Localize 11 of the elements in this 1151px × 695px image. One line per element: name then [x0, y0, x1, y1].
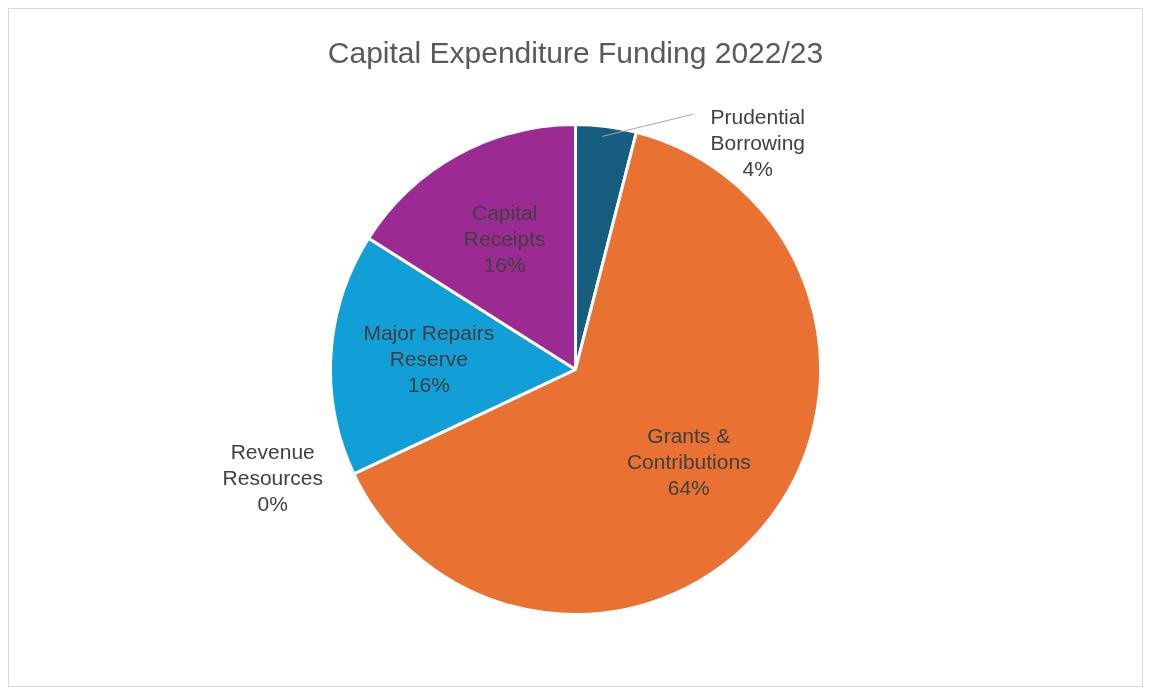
data-label: 64%: [667, 476, 710, 499]
data-label: 4%: [742, 157, 773, 181]
chart-title: Capital Expenditure Funding 2022/23: [327, 36, 824, 70]
slice-label: Grants & Contributions: [626, 424, 751, 473]
category-label: Revenue Resources: [222, 439, 323, 489]
data-label: 16%: [407, 373, 450, 397]
text: 0%: [257, 491, 288, 515]
data-label: 16%: [483, 253, 526, 277]
slice-label: Prudential Borrowing: [710, 105, 806, 155]
slice-label: Capital Receipts: [463, 201, 546, 251]
slice-label: Major Repairs Reserve: [363, 321, 495, 371]
